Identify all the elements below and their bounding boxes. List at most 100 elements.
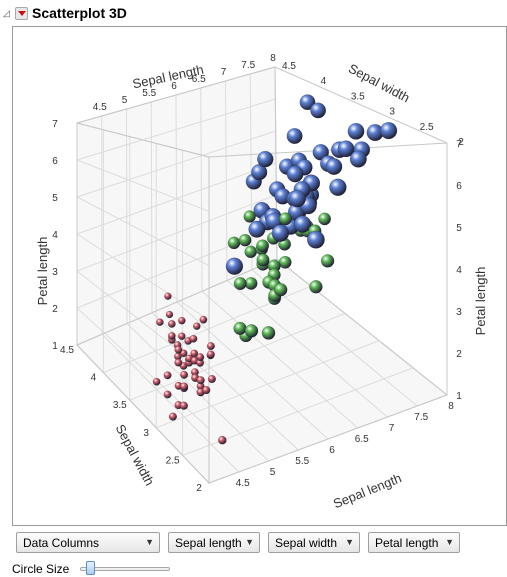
x-tick-label-front: 7.5 <box>414 412 428 423</box>
data-point-series-0[interactable] <box>179 382 189 391</box>
data-point-series-1[interactable] <box>320 254 335 268</box>
data-point-series-0[interactable] <box>206 350 215 359</box>
scatterplot-3d-canvas[interactable]: 4.5 4.5 5 5 5.5 5.5 6 6 6.5 6.5 7 7 7.5 7.5 8 8 2 2 2.5 2.5… <box>13 27 506 525</box>
data-point-series-1[interactable] <box>233 321 247 336</box>
data-point-series-0[interactable] <box>167 331 176 340</box>
data-point-series-0[interactable] <box>207 374 217 384</box>
red-triangle-menu-button[interactable] <box>15 7 28 20</box>
data-point-series-1[interactable] <box>256 239 270 253</box>
data-point-series-2[interactable] <box>306 230 325 249</box>
data-point-series-1[interactable] <box>278 255 292 269</box>
data-point-series-0[interactable] <box>199 315 208 324</box>
z-tick-label-right: 5 <box>456 223 462 234</box>
data-point-series-0[interactable] <box>196 376 205 385</box>
data-point-series-2[interactable] <box>271 224 290 242</box>
data-point-series-2[interactable] <box>257 150 274 168</box>
data-point-series-1[interactable] <box>244 276 258 290</box>
data-point-series-0[interactable] <box>174 345 183 354</box>
circle-size-slider-thumb[interactable] <box>86 561 96 575</box>
y-tick-label-right: 2 <box>458 137 464 148</box>
data-point-series-2[interactable] <box>329 178 347 197</box>
data-point-series-2[interactable] <box>225 257 244 275</box>
z-axis-title-left: Petal length <box>35 237 50 306</box>
data-point-series-2[interactable] <box>299 94 316 111</box>
data-point-series-0[interactable] <box>164 292 172 300</box>
data-point-series-0[interactable] <box>163 371 172 380</box>
data-point-series-2[interactable] <box>288 190 306 208</box>
data-point-series-0[interactable] <box>202 385 211 395</box>
grid-line-x-floor <box>101 333 240 473</box>
data-point-series-2[interactable] <box>325 158 343 176</box>
x-axis-title-top: Sepal length <box>131 62 205 92</box>
z-tick-label-left: 4 <box>52 230 58 241</box>
x-tick-label-top: 4.5 <box>93 102 107 113</box>
y-tick-label-left: 3 <box>143 428 149 439</box>
chevron-down-icon: ▼ <box>145 537 154 547</box>
scatterplot-header: ◿ Scatterplot 3D <box>0 0 507 26</box>
data-point-series-1[interactable] <box>273 282 288 297</box>
data-point-series-0[interactable] <box>165 310 174 319</box>
grid-line-x-floor <box>201 290 359 429</box>
data-point-series-0[interactable] <box>192 322 201 331</box>
scatterplot-3d-frame[interactable]: 4.5 4.5 5 5 5.5 5.5 6 6 6.5 6.5 7 7 7.5 7.5 8 8 2 2 2.5 2.5… <box>12 26 507 526</box>
data-point-series-0[interactable] <box>189 334 198 343</box>
data-point-series-2[interactable] <box>286 127 303 145</box>
data-point-series-0[interactable] <box>167 319 176 328</box>
y-tick-label-left: 3.5 <box>113 400 127 411</box>
data-point-series-0[interactable] <box>156 318 164 327</box>
grid-line-x-floor <box>226 280 388 418</box>
data-point-series-0[interactable] <box>196 353 205 362</box>
x-tick-label-top: 5 <box>122 95 128 106</box>
data-point-series-2[interactable] <box>379 121 398 140</box>
data-point-series-0[interactable] <box>177 332 186 341</box>
data-point-series-0[interactable] <box>177 316 186 325</box>
data-point-series-1[interactable] <box>278 212 293 226</box>
data-point-series-2[interactable] <box>310 102 327 119</box>
data-point-series-1[interactable] <box>256 253 270 267</box>
collapse-icon[interactable]: ◿ <box>3 8 10 18</box>
grid-line-z-backwall <box>76 130 276 198</box>
x-tick-label-top: 6 <box>171 81 177 92</box>
data-point-series-2[interactable] <box>286 165 304 183</box>
data-point-series-2[interactable] <box>337 140 355 158</box>
data-point-series-1[interactable] <box>227 236 241 250</box>
data-point-series-1[interactable] <box>244 324 259 338</box>
data-point-series-0[interactable] <box>206 342 215 351</box>
box-edge <box>76 344 210 484</box>
data-point-series-1[interactable] <box>233 277 247 291</box>
y-tick-label-right: 2.5 <box>420 122 434 133</box>
data-point-series-1[interactable] <box>318 212 332 226</box>
data-point-series-1[interactable] <box>261 326 276 340</box>
y-tick-label-right: 3 <box>389 107 395 118</box>
data-point-series-0[interactable] <box>152 377 161 386</box>
grid-line-y-floor <box>129 312 346 401</box>
data-point-series-0[interactable] <box>217 435 227 445</box>
data-point-series-2[interactable] <box>248 220 266 238</box>
data-point-series-0[interactable] <box>163 390 172 399</box>
circle-size-slider[interactable] <box>80 567 170 571</box>
data-point-series-2[interactable] <box>349 150 367 168</box>
grid-line-x-floor <box>151 312 299 451</box>
data-point-series-1[interactable] <box>243 210 256 223</box>
x-tick-label-front: 5 <box>270 467 276 478</box>
data-columns-select[interactable]: Data Columns ▼ <box>16 532 160 553</box>
z-axis-column-select[interactable]: Petal length ▼ <box>368 532 460 553</box>
data-point-series-2[interactable] <box>251 164 268 181</box>
data-point-series-0[interactable] <box>179 401 189 410</box>
z-tick-label-left: 5 <box>52 193 58 204</box>
data-point-series-1[interactable] <box>244 245 258 259</box>
z-axis-title-right: Petal length <box>473 267 488 336</box>
data-point-series-2[interactable] <box>347 122 365 140</box>
y-axis-column-select[interactable]: Sepal width ▼ <box>268 532 360 553</box>
z-tick-label-left: 2 <box>52 304 58 315</box>
data-point-series-0[interactable] <box>168 412 178 421</box>
grid-line-z-sidewall <box>76 159 210 212</box>
x-axis-column-select[interactable]: Sepal length ▼ <box>168 532 260 553</box>
data-point-series-0[interactable] <box>174 358 183 367</box>
data-point-series-2[interactable] <box>312 144 330 161</box>
data-point-series-2[interactable] <box>293 215 312 233</box>
z-tick-label-right: 3 <box>456 307 462 318</box>
data-point-series-1[interactable] <box>309 280 323 294</box>
data-point-series-0[interactable] <box>180 370 189 379</box>
data-point-series-1[interactable] <box>238 233 252 247</box>
